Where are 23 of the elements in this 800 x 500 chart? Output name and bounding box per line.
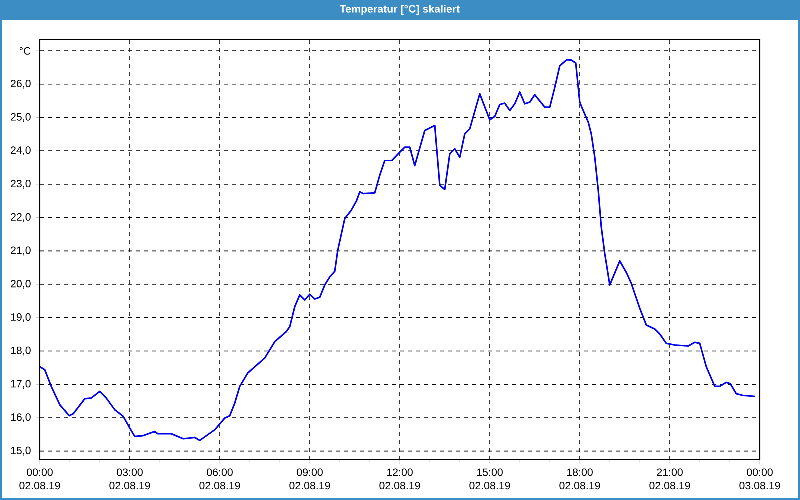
x-tick-label: 06:00 02.08.19 xyxy=(200,468,240,490)
x-tick-label: 15:00 02.08.19 xyxy=(470,468,510,490)
y-tick-label: 24,0 xyxy=(11,146,31,156)
x-tick-label: 00:00 02.08.19 xyxy=(20,468,60,490)
y-tick-label: 18,0 xyxy=(11,346,31,356)
y-tick-label: 19,0 xyxy=(11,313,31,322)
x-tick-label: 00:00 03.08.19 xyxy=(740,468,780,490)
y-tick-label: 15,0 xyxy=(11,446,31,456)
x-tick-label: 03:00 02.08.19 xyxy=(110,468,150,490)
x-tick-label: 12:00 02.08.19 xyxy=(380,468,420,490)
y-tick-label: 26,0 xyxy=(11,80,31,89)
x-tick-label: 09:00 02.08.19 xyxy=(290,468,330,490)
y-tick-label: 25,0 xyxy=(11,113,31,122)
y-axis-title: °C xyxy=(20,47,31,55)
y-tick-label: 22,0 xyxy=(11,213,31,222)
x-tick-label: 21:00 02.08.19 xyxy=(650,468,690,490)
y-tick-label: 16,0 xyxy=(11,414,31,422)
y-tick-label: 23,0 xyxy=(11,180,31,189)
y-tick-label: 20,0 xyxy=(11,280,31,289)
x-tick-label: 18:00 02.08.19 xyxy=(560,468,600,490)
y-tick-label: 21,0 xyxy=(11,246,31,256)
chart-title: Temperatur [°C] skaliert xyxy=(340,5,460,15)
y-tick-label: 17,0 xyxy=(11,380,31,390)
